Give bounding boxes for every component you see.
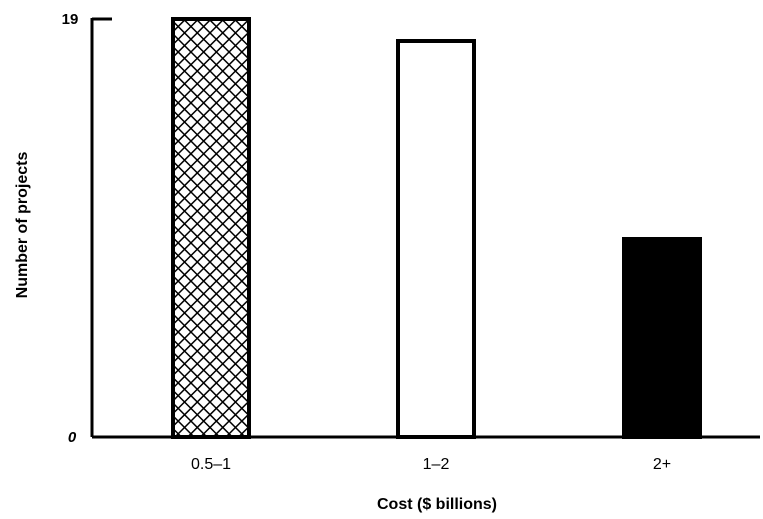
x-tick-labels: 0.5–1 1–2 2+	[191, 456, 671, 473]
x-tick-label-1: 0.5–1	[191, 456, 231, 473]
x-tick-label-2: 1–2	[423, 456, 450, 473]
y-tick-label-bottom: 0	[68, 429, 77, 446]
x-tick-label-3: 2+	[653, 456, 671, 473]
y-axis-title: Number of projects	[14, 152, 31, 299]
x-axis-title: Cost ($ billions)	[377, 496, 497, 513]
bar-1	[171, 17, 251, 439]
bar-2	[396, 39, 476, 439]
bars-group	[171, 17, 702, 439]
bar-3	[622, 237, 702, 439]
y-tick-label-top: 19	[62, 11, 79, 28]
